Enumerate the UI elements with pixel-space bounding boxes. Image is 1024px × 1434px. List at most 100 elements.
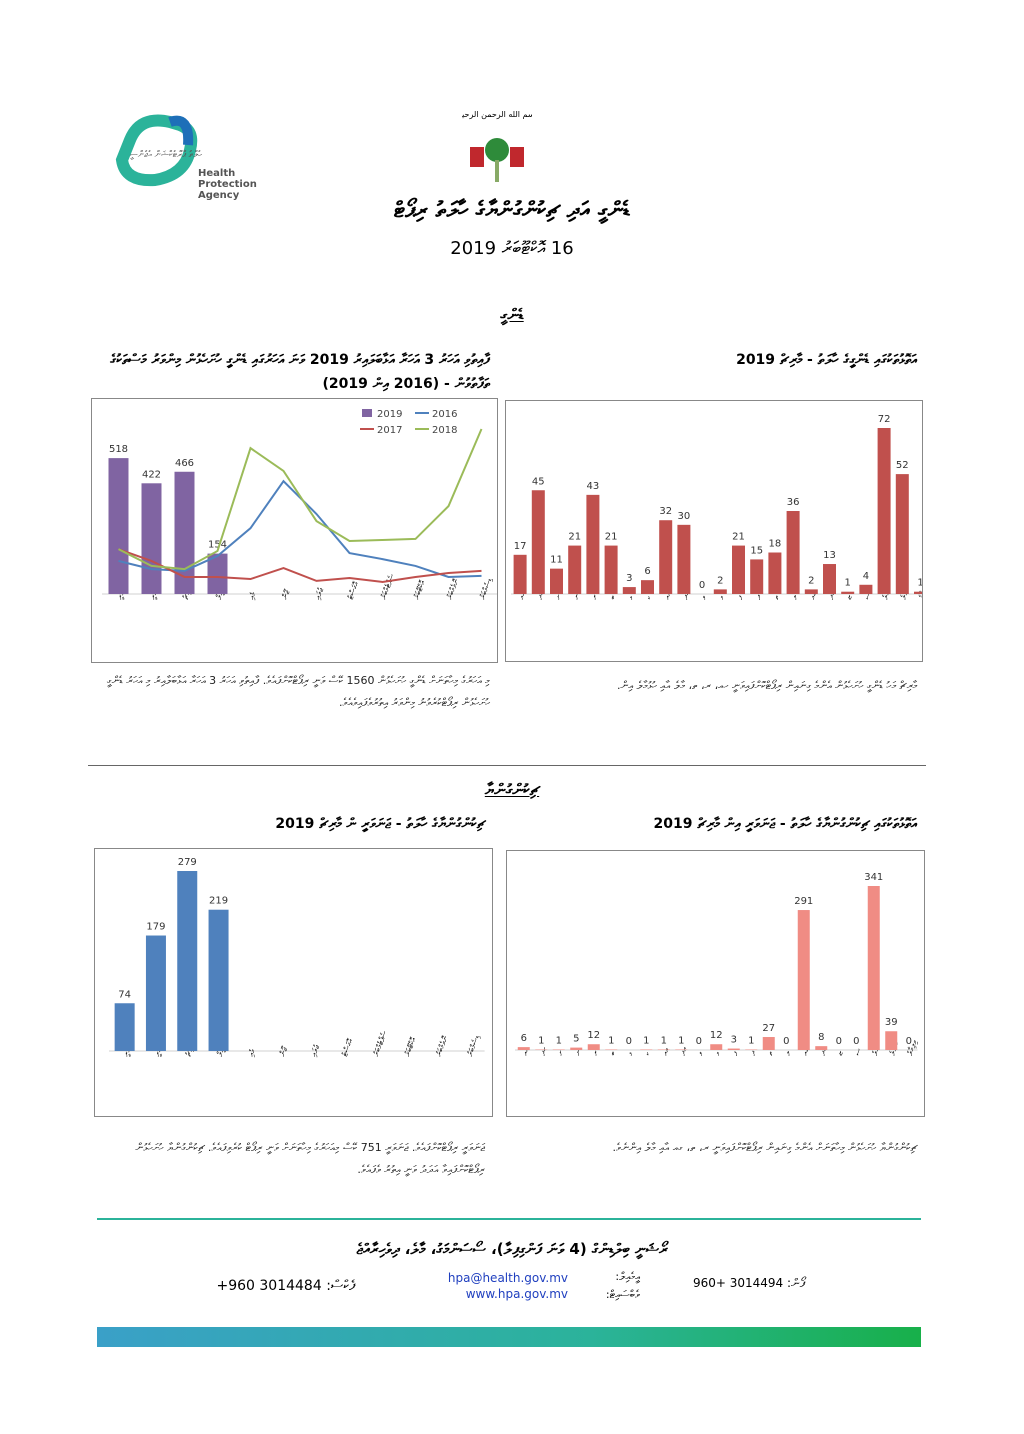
logo-shape [168,115,194,146]
x-tick-label: ހދ [535,589,546,600]
legend-label: 2018 [432,425,457,436]
x-tick-label: ތ [765,1050,775,1057]
x-tick-label: ނޮވެމްބަރު [434,1034,450,1058]
phone: ފޯން: 960+ 3014494 [680,1276,805,1291]
bar [141,483,162,594]
value-label: 4 [863,571,869,582]
bar [177,871,198,1051]
value-label: 466 [175,458,194,469]
flag [470,147,484,167]
x-tick-label: ގއ [800,1046,811,1056]
value-label: 1 [538,1036,544,1047]
bar [677,524,691,594]
value-label: 2 [717,575,723,586]
value-label: 291 [794,896,813,907]
value-label: 3 [626,573,632,584]
x-tick-label: ލ [790,593,800,601]
x-tick-label: ކ [643,1050,653,1057]
x-tick-label: ހއ [517,590,528,600]
value-label: 45 [532,476,545,487]
value: +960 3014484 [216,1278,322,1294]
footer-rule [97,1218,921,1220]
x-tick-label: ފ [730,1050,740,1057]
bar [517,1047,530,1050]
value: 960+ 3014494 [692,1276,784,1290]
basmala: بسم الله الرحمن الرحيم [462,110,532,119]
bar [797,910,810,1050]
value-label: 518 [109,444,128,455]
chart-frame: ހއހދށނރބޅކއއއދވމފދތލގއގދޏސމާލެހުޅުމާލެވި… [505,400,931,662]
agency-en: Health [198,168,235,179]
legend-swatch [362,409,372,417]
x-tick-label: މ [713,1050,723,1057]
value-label: 6 [644,566,650,577]
logo-shape [115,114,198,187]
x-tick-label: ށ [553,593,563,601]
note: ޖަނަވަރީ ރިޕޯޓްކޮށްފައެވެ. ޖަނަވަރީ 751 … [135,1141,485,1176]
chart-frame: ޖަނަވަރީފެބުރުއަރީމާރިޗުއޭޕްރީލްމެއިޖޫން… [91,398,498,663]
value-label: 0 [699,580,705,591]
bar [641,580,654,594]
value-label: 279 [178,857,197,868]
value-label: 179 [146,922,165,933]
legend-label: 2017 [377,425,402,436]
note: މި އަހަރުގެ މިހާތަނަށް ޑެންގީ ހުށަހެޅުން… [106,674,490,709]
x-tick-label: ޖުލައި [313,586,326,601]
value-label: 2 [808,575,814,586]
section-title: ޗިކުންގުންޔާ [484,780,540,799]
bar [174,471,195,594]
value-label: 1 [643,1036,649,1047]
value-label: 17 [514,541,527,552]
bar [815,1046,828,1050]
bar [570,1047,583,1050]
bar [586,494,600,594]
bar [114,1003,135,1051]
x-tick-label: ކ [644,594,654,601]
legend-label: 2016 [432,409,457,420]
value-label: 0 [783,1036,789,1047]
x-tick-label: ހދ [538,1045,549,1056]
bar [877,428,891,594]
x-tick-label: ސ [853,1047,864,1057]
x-tick-label: ތ [771,594,781,601]
report-date: 16 އޮކްޓޫބަރު 2019 [450,238,574,259]
line [118,548,482,583]
x-tick-label: ޏ [835,1049,845,1057]
x-tick-label: ވ [699,594,709,601]
x-tick-label: މެއި [247,590,258,601]
value-label: 1 [917,578,922,589]
bar [750,559,764,594]
x-tick-label: ޏ [844,593,854,601]
x-tick-label: ށ [555,1049,565,1057]
bar [762,1037,775,1050]
line [118,428,483,571]
value-label: 154 [208,540,227,551]
chart: ޖަނަވަރީފެބުރުއަރީމާރިޗުއޭޕްރީލްމެއިޖޫން… [109,857,485,1058]
value-label: 15 [750,545,763,556]
x-tick-label: ފ [735,594,745,601]
value-label: 74 [118,989,131,1000]
email-link[interactable]: hpa@health.gov.mv [447,1271,568,1285]
x-tick-label: މ [717,594,727,601]
hpa-logo: ހެލްތު ޕްރޮޓެކްޝަން އެޖެންސީ Health Prot… [115,114,257,201]
x-tick-label: ސެޕްޓެމްބަރު [379,573,397,601]
x-tick-label: ނޮވެމްބަރު [445,577,461,601]
x-tick-label: ޖުލައި [309,1043,322,1058]
x-tick-label: ބ [608,1050,618,1057]
palm [485,138,509,162]
footer-bar [97,1327,921,1347]
x-tick-label: އޮކްޓޫބަރު [403,1035,419,1058]
address: ރޯޝަނީ ބިލްޑިންގް (4 ވަނަ ފަންގިފިލާ)، ސ… [356,1240,668,1258]
x-tick-label: އއ [662,590,673,600]
chart: ޖަނަވަރީފެބުރުއަރީމާރިޗުއޭޕްރީލްމެއިޖޫން… [102,409,498,601]
value-label: 21 [568,532,581,543]
x-tick-label: މެއި [246,1047,257,1058]
value-label: 36 [787,497,800,508]
value-label: 6 [521,1033,527,1044]
web-link[interactable]: www.hpa.gov.mv [465,1287,568,1301]
x-tick-label: ސެޕްޓެމްބަރު [371,1030,389,1058]
bar [550,568,563,594]
chart-title: ޗިކުންގުންޔާގެ ހާލަތު - ޖަނަވަރީ ން މާރި… [275,816,485,832]
section-title: ޑެންގީ [500,305,524,324]
